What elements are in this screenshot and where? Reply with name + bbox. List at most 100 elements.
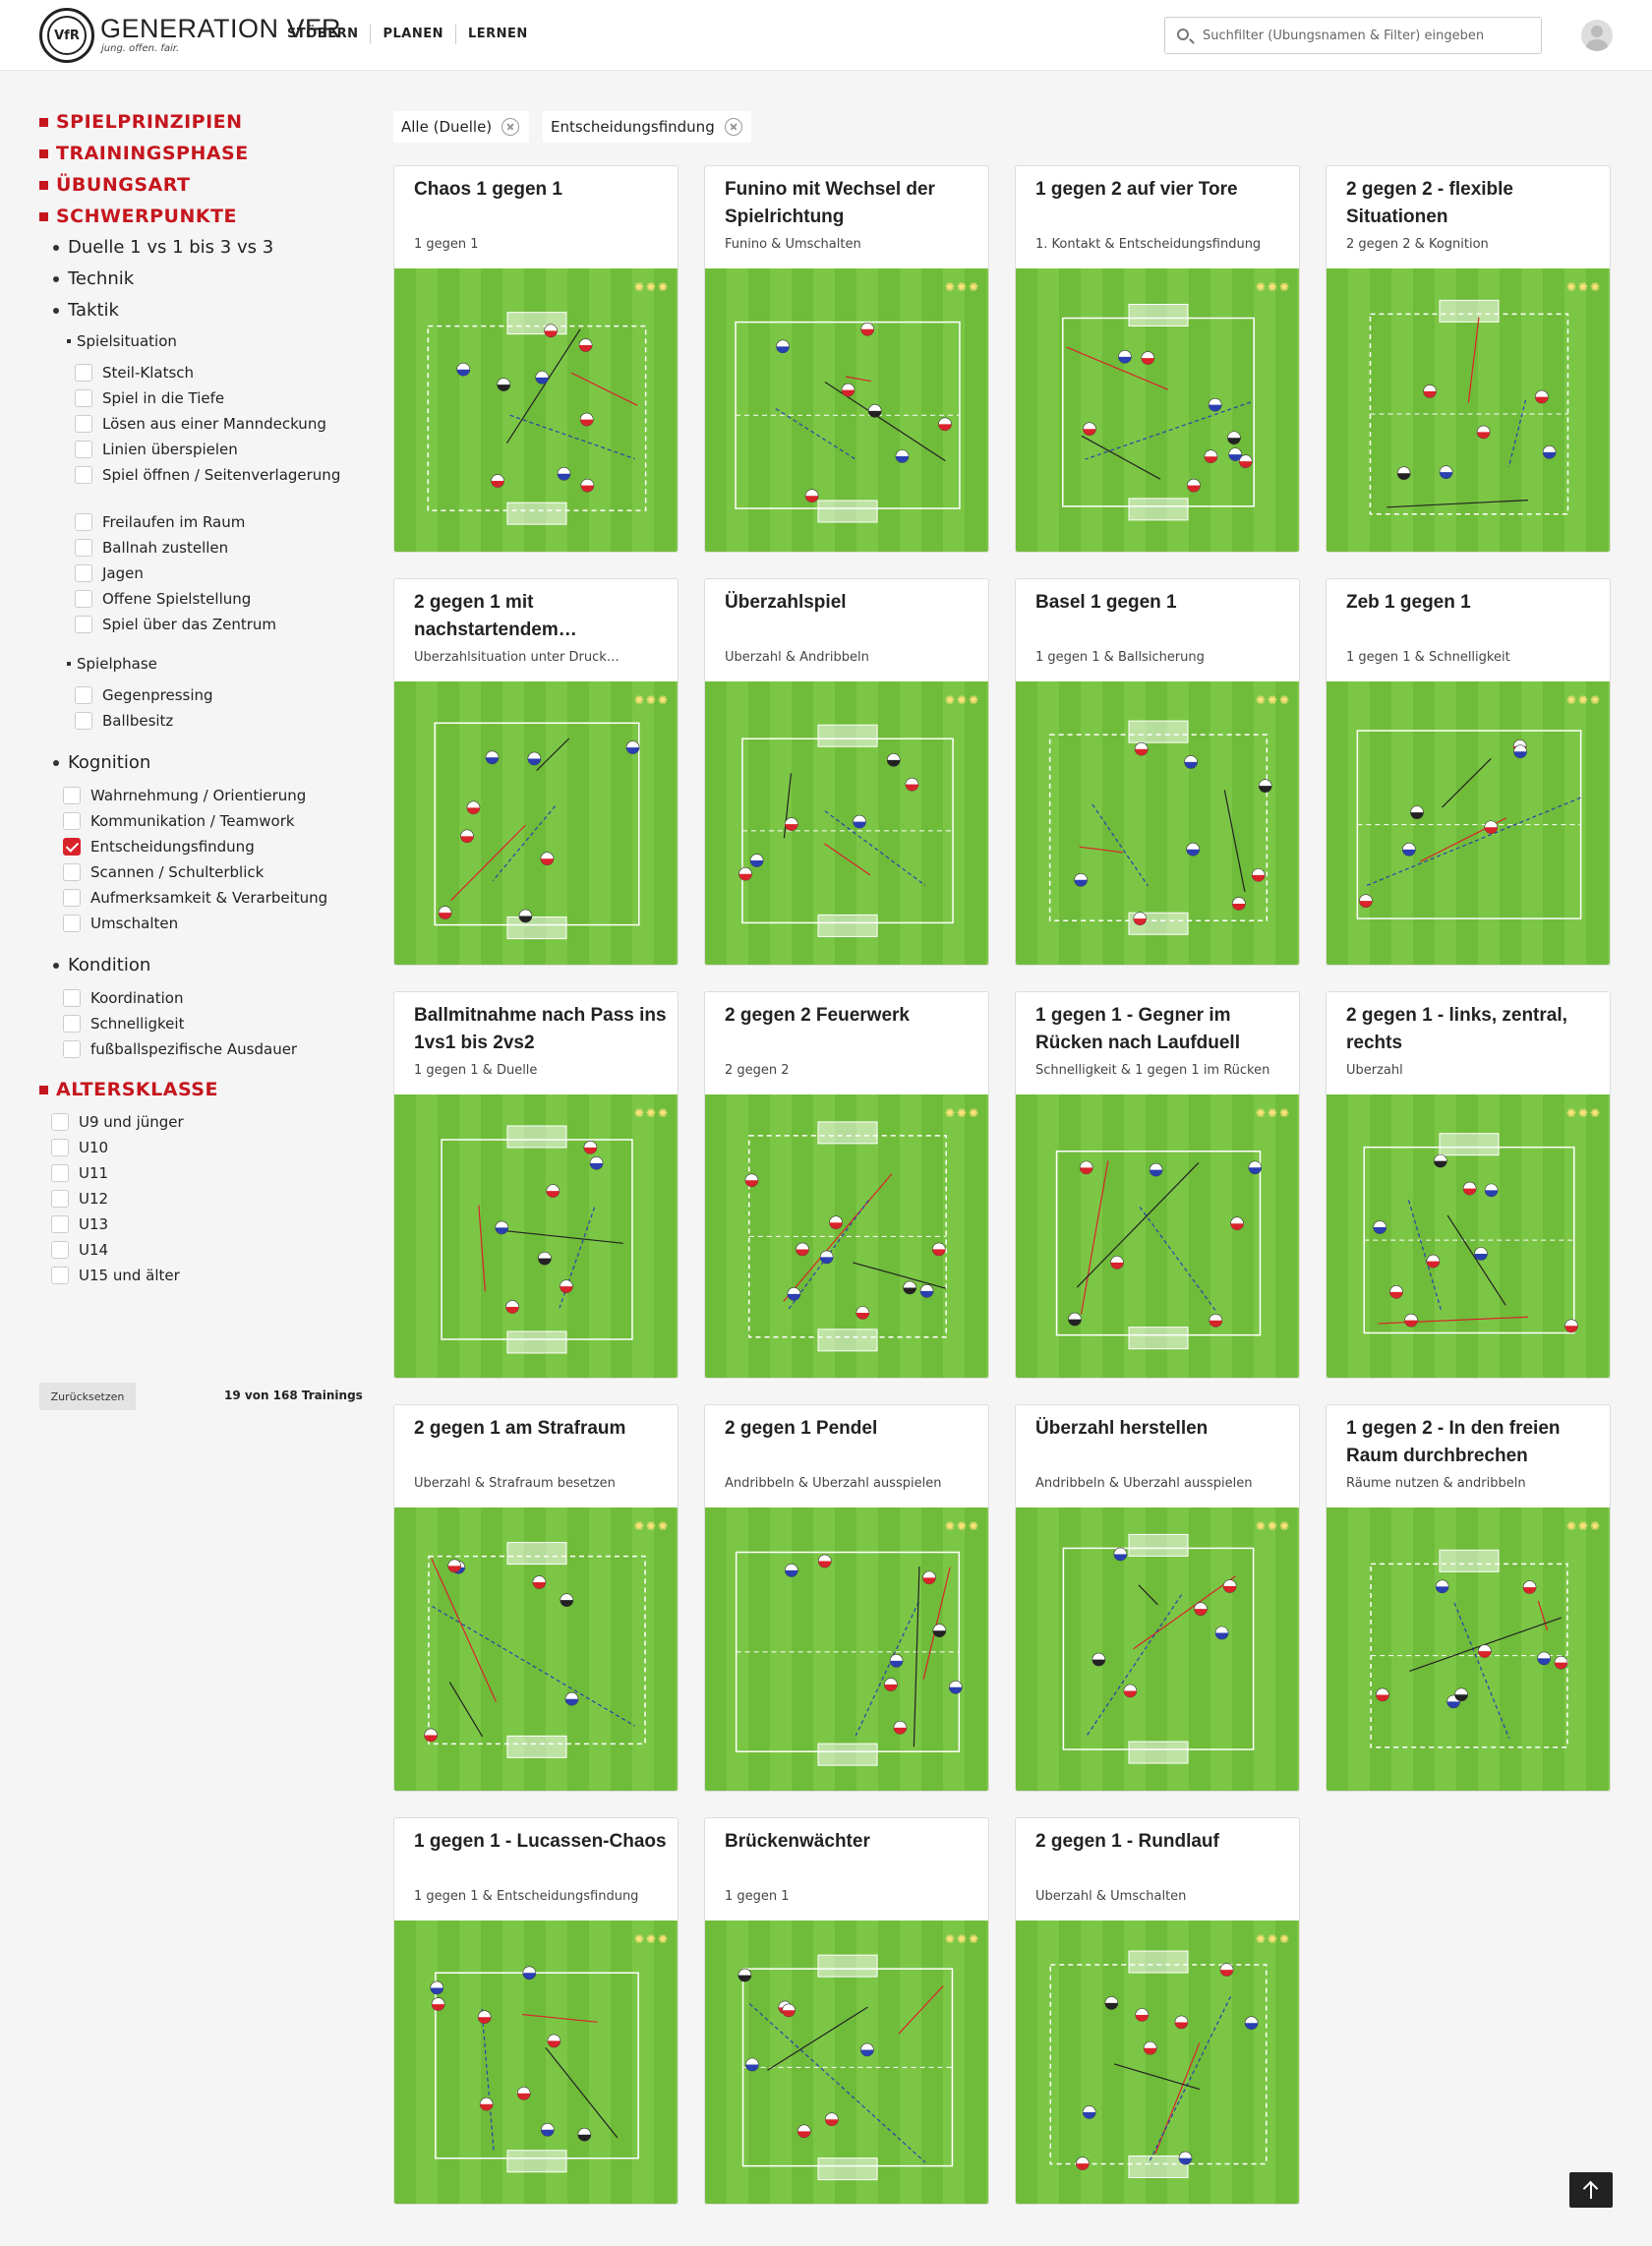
filter-checkbox-row[interactable]: Linien überspielen	[75, 437, 364, 462]
filter-spielphase[interactable]: Spielphase	[39, 649, 364, 679]
checkbox[interactable]	[63, 838, 81, 856]
card-title[interactable]: Ballmitnahme nach Pass ins 1vs1 bis 2vs2	[414, 1005, 667, 1053]
checkbox[interactable]	[51, 1164, 69, 1182]
filter-spielprinzipien[interactable]: SPIELPRINZIPIEN	[39, 106, 364, 138]
checkbox[interactable]	[51, 1267, 69, 1284]
training-card[interactable]: Zeb 1 gegen 1 1 gegen 1 & Schnelligkeit ✺✺…	[1326, 578, 1611, 966]
checkbox[interactable]	[75, 590, 92, 608]
remove-chip-icon[interactable]	[724, 118, 742, 136]
filter-kondition[interactable]: Kondition	[39, 950, 364, 981]
checkbox[interactable]	[51, 1113, 69, 1131]
filter-checkbox-row[interactable]: U9 und jünger	[51, 1109, 364, 1135]
checkbox[interactable]	[63, 889, 81, 907]
scroll-to-top-button[interactable]	[1569, 2172, 1613, 2208]
card-title[interactable]: 2 gegen 1 - links, zentral, rechts	[1346, 1005, 1567, 1053]
checkbox[interactable]	[63, 1015, 81, 1033]
filter-checkbox-row[interactable]: U12	[51, 1186, 364, 1212]
checkbox[interactable]	[63, 1040, 81, 1058]
card-diagram[interactable]: ✺✺✺	[1327, 1094, 1610, 1378]
card-diagram[interactable]: ✺✺✺	[1016, 681, 1299, 965]
training-card[interactable]: 1 gegen 1 - Lucassen-Chaos 1 gegen 1 & En…	[393, 1817, 678, 2205]
card-title[interactable]: Basel 1 gegen 1	[1035, 592, 1177, 613]
card-diagram[interactable]: ✺✺✺	[1327, 681, 1610, 965]
filter-checkbox-row[interactable]: Scannen / Schulterblick	[63, 859, 364, 885]
filter-checkbox-row[interactable]: Ballnah zustellen	[75, 535, 364, 561]
filter-checkbox-row[interactable]: Spiel über das Zentrum	[75, 612, 364, 637]
checkbox[interactable]	[51, 1190, 69, 1208]
card-title[interactable]: 2 gegen 2 Feuerwerk	[725, 1005, 910, 1026]
filter-checkbox-row[interactable]: Steil-Klatsch	[75, 360, 364, 385]
card-diagram[interactable]: ✺✺✺	[394, 1507, 678, 1791]
card-diagram[interactable]: ✺✺✺	[394, 1921, 678, 2204]
filter-checkbox-row[interactable]: Schnelligkeit	[63, 1011, 364, 1036]
filter-schwerpunkte[interactable]: SCHWERPUNKTE	[39, 201, 364, 232]
training-card[interactable]: 2 gegen 1 am Strafraum Überzahl & Strafra…	[393, 1404, 678, 1792]
card-diagram[interactable]: ✺✺✺	[705, 1507, 988, 1791]
filter-checkbox-row[interactable]: Spiel öffnen / Seitenverlagerung	[75, 462, 364, 509]
training-card[interactable]: 1 gegen 2 auf vier Tore 1. Kontakt & Ents…	[1015, 165, 1300, 553]
filter-uebungsart[interactable]: ÜBUNGSART	[39, 169, 364, 201]
filter-checkbox-row[interactable]: fußballspezifische Ausdauer	[63, 1036, 364, 1062]
card-title[interactable]: Überzahl herstellen	[1035, 1418, 1209, 1439]
card-title[interactable]: Funino mit Wechsel der Spielrichtung	[725, 179, 935, 227]
card-title[interactable]: 2 gegen 1 am Strafraum	[414, 1418, 626, 1439]
card-diagram[interactable]: ✺✺✺	[1327, 1507, 1610, 1791]
card-diagram[interactable]: ✺✺✺	[394, 1094, 678, 1378]
nav-stoebern[interactable]: STÖBERN	[275, 25, 372, 44]
filter-checkbox-row[interactable]: Jagen	[75, 561, 364, 586]
training-card[interactable]: 2 gegen 2 Feuerwerk 2 gegen 2 ✺✺✺	[704, 991, 989, 1379]
card-diagram[interactable]: ✺✺✺	[1016, 1921, 1299, 2204]
brand-name[interactable]: GENERATION VFR	[100, 14, 342, 43]
checkbox[interactable]	[75, 616, 92, 633]
card-diagram[interactable]: ✺✺✺	[705, 1094, 988, 1378]
filter-checkbox-row[interactable]: Offene Spielstellung	[75, 586, 364, 612]
filter-checkbox-row[interactable]: U14	[51, 1237, 364, 1263]
card-diagram[interactable]: ✺✺✺	[705, 1921, 988, 2204]
checkbox[interactable]	[75, 513, 92, 531]
filter-checkbox-row[interactable]: Spiel in die Tiefe	[75, 385, 364, 411]
user-avatar[interactable]	[1581, 20, 1613, 51]
search-input[interactable]	[1203, 18, 1527, 53]
filter-trainingsphase[interactable]: TRAININGSPHASE	[39, 138, 364, 169]
training-card[interactable]: 2 gegen 1 Pendel Andribbeln & Überzahl au…	[704, 1404, 989, 1792]
card-title[interactable]: Brückenwächter	[725, 1831, 870, 1852]
checkbox[interactable]	[75, 686, 92, 704]
checkbox[interactable]	[63, 863, 81, 881]
filter-checkbox-row[interactable]: U13	[51, 1212, 364, 1237]
training-card[interactable]: 2 gegen 1 mit nachstartendem… Überzahlsit…	[393, 578, 678, 966]
filter-duelle[interactable]: Duelle 1 vs 1 bis 3 vs 3	[39, 232, 364, 264]
card-title[interactable]: 2 gegen 1 mit nachstartendem…	[414, 592, 577, 640]
checkbox[interactable]	[51, 1139, 69, 1156]
card-diagram[interactable]: ✺✺✺	[394, 681, 678, 965]
checkbox[interactable]	[63, 787, 81, 804]
filter-kognition[interactable]: Kognition	[39, 747, 364, 779]
card-diagram[interactable]: ✺✺✺	[1016, 268, 1299, 552]
card-diagram[interactable]: ✺✺✺	[1016, 1094, 1299, 1378]
card-title[interactable]: 1 gegen 2 auf vier Tore	[1035, 179, 1238, 200]
training-card[interactable]: Funino mit Wechsel der Spielrichtung Funi…	[704, 165, 989, 553]
checkbox[interactable]	[75, 415, 92, 433]
filter-taktik[interactable]: Taktik	[39, 295, 364, 326]
card-title[interactable]: 1 gegen 1 - Gegner im Rücken nach Laufdu…	[1035, 1005, 1240, 1053]
filter-checkbox-row[interactable]: Aufmerksamkeit & Verarbeitung	[63, 885, 364, 911]
filter-checkbox-row[interactable]: Freilaufen im Raum	[75, 509, 364, 535]
checkbox[interactable]	[75, 539, 92, 557]
checkbox[interactable]	[63, 989, 81, 1007]
filter-checkbox-row[interactable]: Ballbesitz	[75, 708, 364, 734]
filter-altersklasse[interactable]: ALTERSKLASSE	[39, 1074, 364, 1105]
checkbox[interactable]	[75, 466, 92, 484]
training-card[interactable]: Überzahl herstellen Andribbeln & Überzahl…	[1015, 1404, 1300, 1792]
card-title[interactable]: 1 gegen 2 - In den freien Raum durchbrec…	[1346, 1418, 1561, 1466]
reset-button[interactable]: Zurücksetzen	[39, 1383, 136, 1410]
filter-checkbox-row[interactable]: Entscheidungsfindung	[63, 834, 364, 859]
filter-checkbox-row[interactable]: Kommunikation / Teamwork	[63, 808, 364, 834]
checkbox[interactable]	[63, 915, 81, 932]
checkbox[interactable]	[51, 1215, 69, 1233]
filter-checkbox-row[interactable]: U11	[51, 1160, 364, 1186]
card-title[interactable]: Überzahlspiel	[725, 592, 847, 613]
card-title[interactable]: Chaos 1 gegen 1	[414, 179, 562, 200]
checkbox[interactable]	[75, 712, 92, 730]
training-card[interactable]: 2 gegen 1 - links, zentral, rechts Überza…	[1326, 991, 1611, 1379]
card-title[interactable]: 2 gegen 2 - flexible Situationen	[1346, 179, 1513, 227]
card-diagram[interactable]: ✺✺✺	[394, 268, 678, 552]
